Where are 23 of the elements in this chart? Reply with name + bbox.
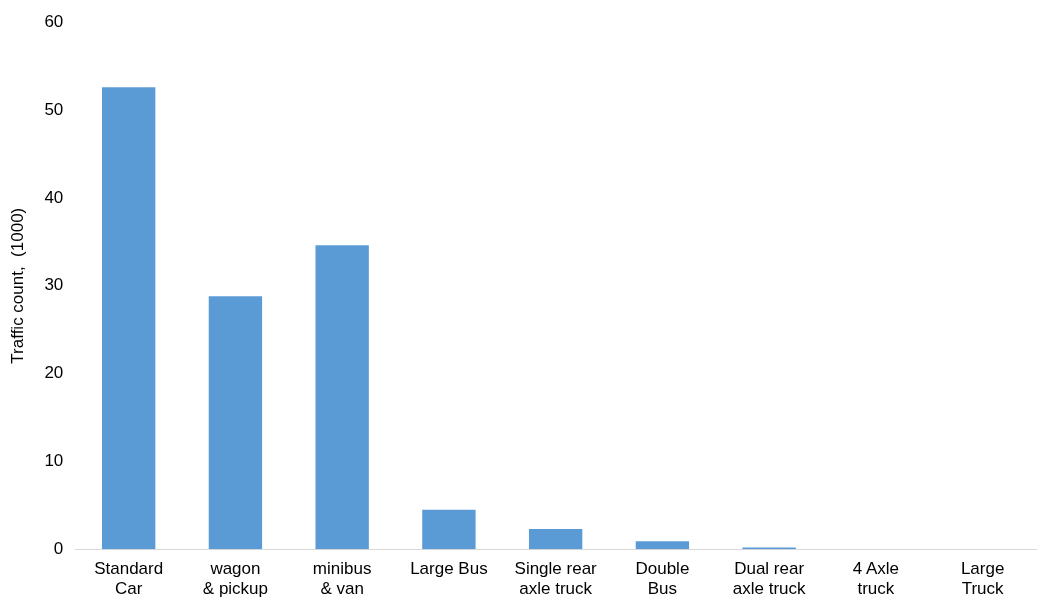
- y-tick-label: 40: [44, 187, 64, 207]
- bar: [102, 87, 156, 550]
- bar: [528, 529, 583, 550]
- y-tick-label: 30: [44, 275, 64, 295]
- bar: [315, 245, 369, 550]
- x-tick-label: Standard Car: [94, 559, 164, 599]
- x-tick-label: Dual rear axle truck: [732, 559, 807, 599]
- y-axis-title: Traffic count, (1000): [7, 207, 27, 364]
- y-tick-label: 20: [44, 363, 64, 383]
- bar: [208, 296, 263, 550]
- x-tick-label: 4 Axle truck: [852, 559, 900, 599]
- x-tick-label: Large Bus: [410, 559, 488, 579]
- bar: [635, 541, 690, 550]
- y-tick-label: 0: [53, 538, 64, 558]
- bar: [422, 509, 476, 550]
- x-tick-label: Large Truck: [960, 559, 1005, 599]
- x-tick-label: Double Bus: [635, 559, 690, 599]
- x-tick-label: Single rear axle truck: [514, 559, 598, 599]
- y-tick-label: 60: [44, 11, 64, 31]
- x-tick-label: minibus & van: [312, 559, 372, 599]
- y-tick-label: 10: [44, 451, 64, 471]
- x-tick-label: wagon & pickup: [202, 559, 269, 599]
- y-tick-label: 50: [44, 99, 64, 119]
